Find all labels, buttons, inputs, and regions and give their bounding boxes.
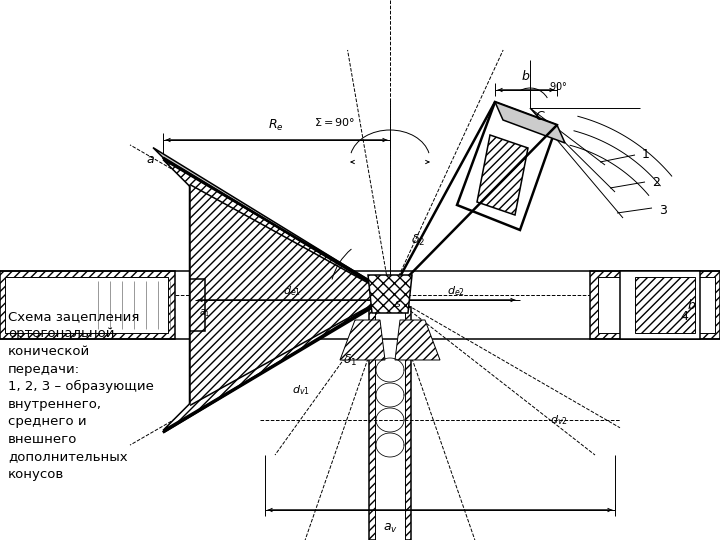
Text: $\delta_1$: $\delta_1$: [343, 353, 357, 368]
Text: $a$: $a$: [146, 153, 155, 166]
Polygon shape: [369, 307, 411, 540]
Polygon shape: [395, 320, 440, 360]
Polygon shape: [620, 271, 700, 339]
Polygon shape: [153, 147, 385, 290]
Text: $d_{v1}$: $d_{v1}$: [292, 383, 310, 397]
Polygon shape: [375, 310, 405, 540]
Text: $d_{v2}$: $d_{v2}$: [550, 413, 568, 427]
Text: $a_v$: $a_v$: [382, 522, 397, 535]
Text: $a_1$: $a_1$: [199, 307, 211, 319]
Text: 2: 2: [652, 177, 660, 190]
Text: Схема зацепления
ортогональной
конической
передачи:
1, 2, 3 – образующие
внутрен: Схема зацепления ортогональной коническо…: [8, 310, 154, 481]
Text: $\delta_2$: $\delta_2$: [411, 232, 425, 247]
Text: $\Sigma=90°$: $\Sigma=90°$: [315, 116, 356, 128]
Text: $b$: $b$: [687, 298, 696, 312]
Text: 1: 1: [642, 148, 650, 161]
Text: $R_e$: $R_e$: [268, 118, 284, 133]
Polygon shape: [635, 277, 695, 333]
Polygon shape: [477, 135, 528, 215]
Text: $d_{e1}$: $d_{e1}$: [283, 284, 301, 298]
Text: 4: 4: [680, 309, 688, 322]
Polygon shape: [495, 102, 565, 143]
Text: $90°$: $90°$: [549, 80, 567, 92]
Polygon shape: [163, 158, 385, 433]
Polygon shape: [457, 102, 557, 230]
Polygon shape: [635, 279, 690, 331]
Polygon shape: [190, 279, 205, 331]
Polygon shape: [340, 320, 385, 360]
Text: 3: 3: [659, 204, 667, 217]
Polygon shape: [5, 277, 168, 333]
Polygon shape: [590, 271, 720, 339]
Text: $s$: $s$: [394, 299, 402, 309]
Text: $b$: $b$: [521, 69, 531, 83]
Polygon shape: [0, 271, 175, 339]
Polygon shape: [598, 277, 715, 333]
Text: $d_{e2}$: $d_{e2}$: [447, 284, 465, 298]
Polygon shape: [368, 275, 412, 313]
Polygon shape: [163, 160, 382, 430]
Text: $C$: $C$: [535, 110, 546, 123]
